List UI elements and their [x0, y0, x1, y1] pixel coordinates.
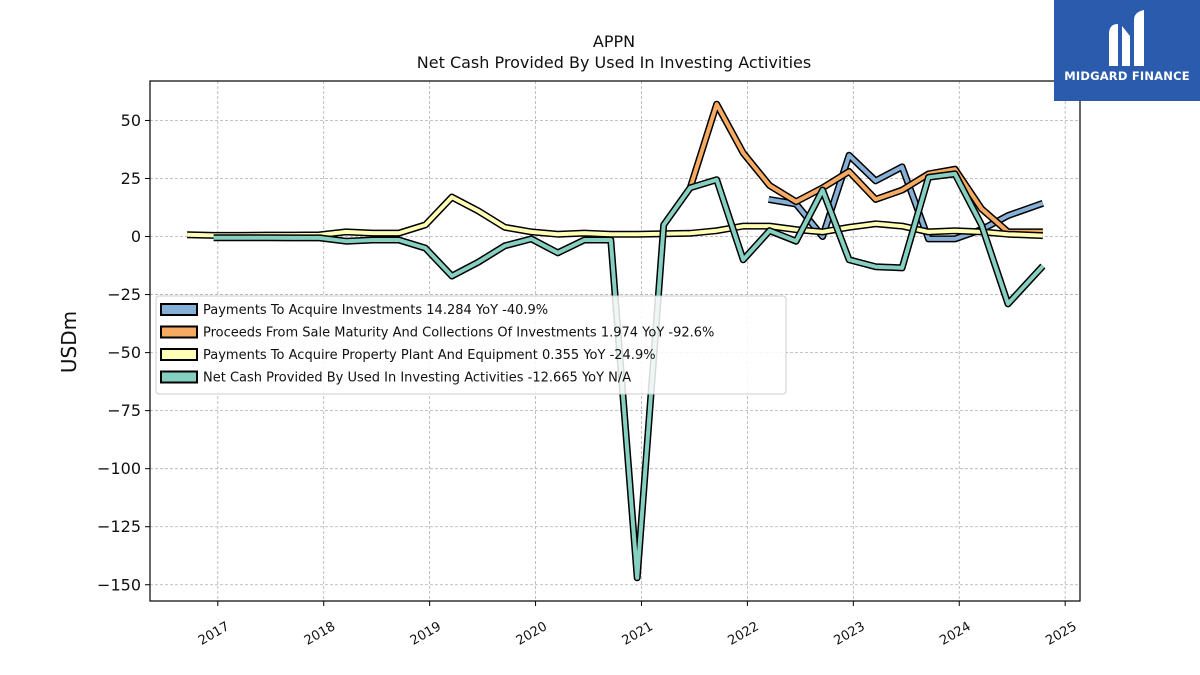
series-lines [187, 100, 1046, 582]
y-axis-ticks: 50 25 0 −25 −50 −75 −100 −125 −150 [97, 111, 150, 594]
legend-label: Payments To Acquire Property Plant And E… [203, 348, 656, 363]
y-tick-label: 50 [121, 111, 141, 130]
logo-mark-icon [1109, 10, 1144, 66]
chart-title: APPN [593, 32, 635, 51]
y-tick-label: −75 [107, 401, 141, 420]
legend-swatch [160, 303, 198, 316]
series-line-3 [187, 193, 1044, 240]
x-tick-label: 2017 [196, 619, 232, 649]
y-tick-label: −125 [97, 517, 141, 536]
y-tick-label: −25 [107, 285, 141, 304]
series-stroke [187, 195, 1043, 238]
legend-swatch [160, 325, 198, 339]
legend-label: Proceeds From Sale Maturity And Collecti… [203, 326, 714, 341]
series-line-2 [686, 100, 1043, 236]
x-tick-label: 2025 [1043, 619, 1079, 649]
x-tick-label: 2020 [514, 619, 550, 649]
x-axis-ticks: 2017 2018 2019 2020 2021 2022 2023 2024 2025 [196, 601, 1080, 649]
chart-subtitle: Net Cash Provided By Used In Investing A… [417, 53, 811, 72]
legend-box [155, 295, 787, 395]
logo-text: MIDGARD FINANCE [1064, 69, 1190, 83]
series-line-1 [768, 151, 1045, 243]
y-axis-label: USDm [57, 311, 81, 373]
series-stroke [213, 171, 1045, 580]
y-tick-label: −50 [107, 343, 141, 362]
legend-label: Net Cash Provided By Used In Investing A… [203, 371, 631, 386]
plot-frame [149, 80, 1081, 602]
legend: Payments To Acquire Investments 14.284 Y… [155, 295, 787, 395]
y-tick-label: −150 [97, 575, 141, 594]
x-tick-label: 2018 [302, 619, 338, 649]
y-tick-label: 25 [121, 169, 141, 188]
brand-logo: MIDGARD FINANCE [1054, 0, 1200, 101]
series-stroke [768, 153, 1044, 241]
series-line-4 [213, 170, 1046, 582]
legend-swatch [160, 370, 198, 384]
x-tick-label: 2024 [937, 619, 973, 649]
legend-label: Payments To Acquire Investments 14.284 Y… [203, 303, 548, 318]
y-tick-label: 0 [131, 227, 141, 246]
x-tick-label: 2019 [408, 619, 444, 649]
y-tick-label: −100 [97, 459, 141, 478]
x-tick-label: 2021 [620, 619, 656, 649]
x-tick-label: 2023 [831, 619, 867, 649]
series-stroke [688, 102, 1043, 234]
x-tick-label: 2022 [726, 619, 762, 649]
legend-swatch [160, 348, 198, 361]
